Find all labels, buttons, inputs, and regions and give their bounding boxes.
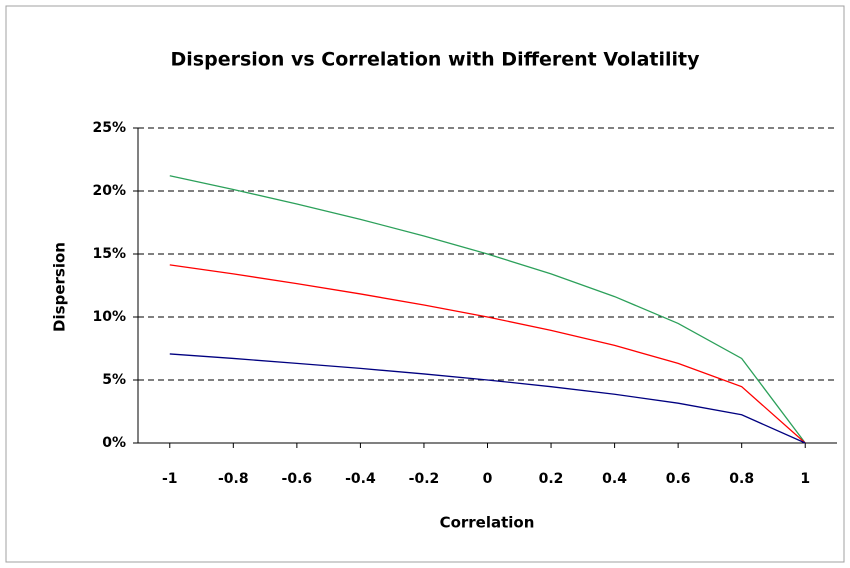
x-tick-label: -0.4 [345, 471, 376, 487]
y-tick-label: 0% [102, 435, 126, 451]
x-tick-label: 0.6 [666, 471, 691, 487]
y-tick-label: 15% [92, 246, 126, 262]
x-tick-label: -0.8 [218, 471, 249, 487]
x-tick-label: -0.2 [409, 471, 440, 487]
y-tick-label: 20% [92, 183, 126, 199]
chart-border [5, 5, 845, 563]
x-tick-label: 1 [800, 471, 810, 487]
x-tick-label: 0.8 [729, 471, 754, 487]
x-tick-label: -1 [162, 471, 178, 487]
x-axis-label: Correlation [440, 514, 535, 532]
y-axis-label: Dispersion [51, 242, 69, 332]
x-tick-label: -0.6 [282, 471, 313, 487]
x-tick-label: 0.4 [602, 471, 627, 487]
y-tick-label: 25% [92, 120, 126, 136]
y-tick-label: 10% [92, 309, 126, 325]
series-line [169, 353, 806, 444]
chart-title: Dispersion vs Correlation with Different… [171, 49, 701, 71]
series-line [169, 264, 806, 444]
x-tick-label: 0 [483, 471, 493, 487]
series-line [169, 175, 806, 444]
y-tick-label: 5% [102, 372, 126, 388]
x-tick-label: 0.2 [539, 471, 564, 487]
